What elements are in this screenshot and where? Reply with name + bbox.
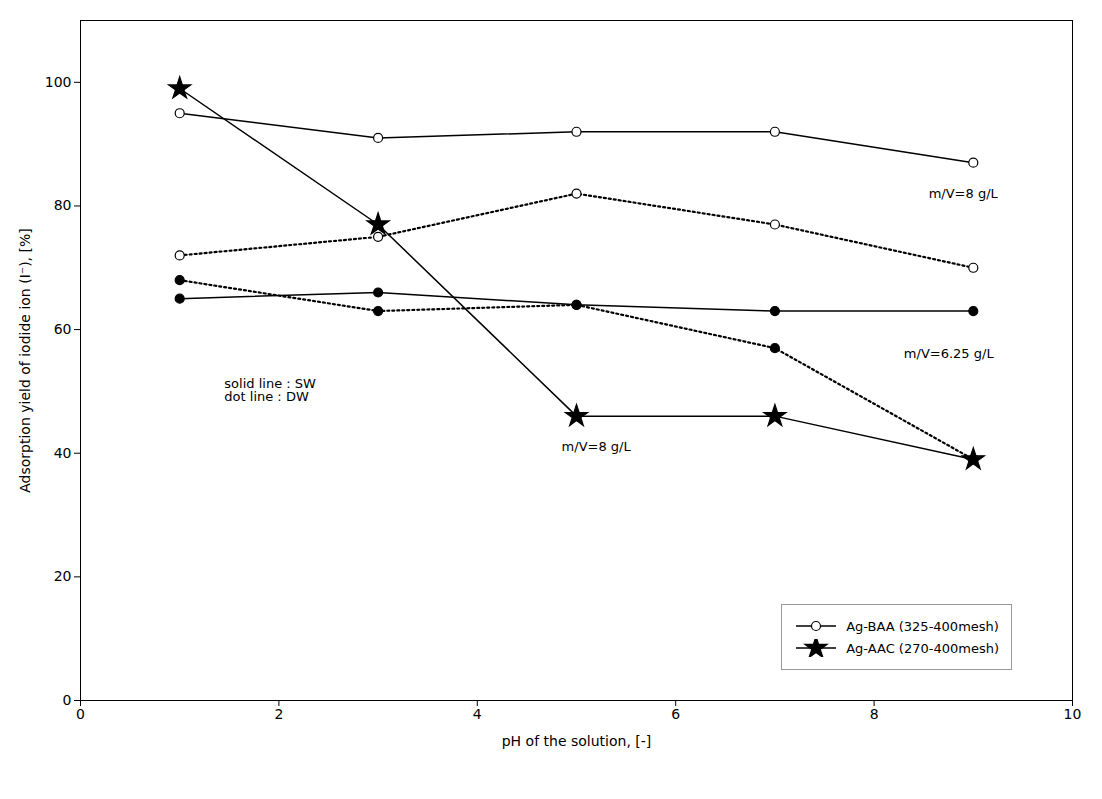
svg-text:4: 4	[473, 706, 482, 722]
svg-text:pH of the solution, [-]: pH of the solution, [-]	[502, 733, 652, 749]
html-text:Ag-BAA (325-400mesh): Ag-BAA (325-400mesh)	[846, 618, 999, 634]
svg-text:40: 40	[54, 445, 72, 461]
svg-text:2: 2	[274, 706, 283, 722]
svg-text:0: 0	[63, 692, 72, 708]
svg-text:solid line : SWdot line : DW: solid line : SWdot line : DW	[224, 376, 316, 404]
svg-text:m/V=6.25 g/L: m/V=6.25 g/L	[904, 346, 995, 361]
html-text:Ag-AAC (270-400mesh): Ag-AAC (270-400mesh)	[846, 640, 999, 656]
svg-text:100: 100	[45, 74, 72, 90]
svg-text:m/V=8 g/L: m/V=8 g/L	[929, 186, 999, 201]
svg-text:20: 20	[54, 568, 72, 584]
svg-text:0: 0	[76, 706, 85, 722]
svg-text:80: 80	[54, 197, 72, 213]
svg-text:m/V=8 g/L: m/V=8 g/L	[562, 439, 632, 454]
svg-text:10: 10	[1064, 706, 1082, 722]
svg-text:60: 60	[54, 321, 72, 337]
svg-text:8: 8	[870, 706, 879, 722]
svg-text:Adsorption yield of iodide ion: Adsorption yield of iodide ion (I⁻), [%]	[17, 228, 33, 492]
svg-text:6: 6	[671, 706, 680, 722]
